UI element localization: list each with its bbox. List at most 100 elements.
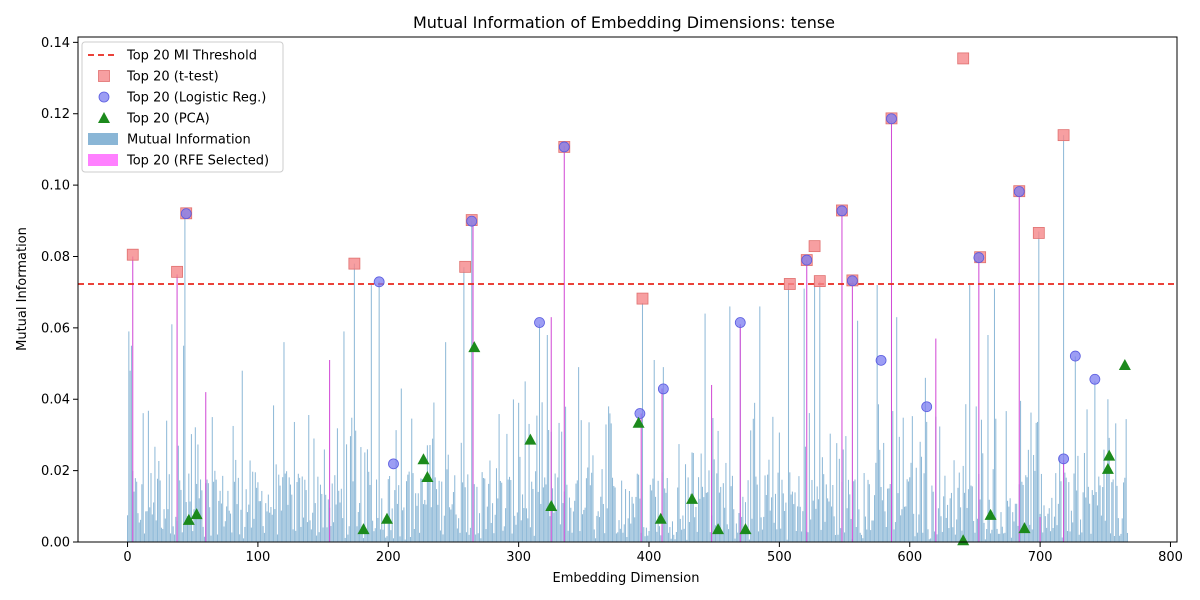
mi-bar [700, 453, 702, 542]
mi-bar [778, 432, 780, 542]
mi-bar [150, 473, 152, 542]
mi-bar [524, 381, 526, 542]
ttest-point [783, 278, 796, 290]
mi-bar [415, 493, 417, 542]
mi-bar [133, 491, 135, 542]
mi-bar [293, 421, 295, 542]
mi-bar [817, 499, 820, 542]
mi-bar [781, 479, 783, 542]
mi-bar [442, 534, 444, 542]
mi-bar [241, 370, 243, 542]
rfe-bar [1018, 192, 1020, 542]
mi-bar [548, 430, 550, 542]
pca-point [739, 523, 752, 535]
mi-bar [308, 415, 310, 542]
mi-bar [1029, 524, 1031, 542]
mi-bar [1016, 503, 1018, 542]
mi-bar [419, 532, 421, 542]
mi-bar [552, 488, 554, 542]
y-tick-label: 0.02 [41, 464, 70, 479]
mi-bar [387, 479, 389, 542]
logreg-point [466, 215, 478, 227]
mi-bar [292, 529, 294, 542]
mi-bar [965, 404, 967, 542]
mi-bar [1066, 530, 1069, 542]
mi-bar [579, 531, 581, 542]
mi-bar [630, 523, 632, 542]
mi-bar [764, 475, 766, 542]
mi-bar [519, 456, 521, 542]
mi-bar [1117, 518, 1119, 542]
mi-bar [777, 472, 779, 542]
mi-bar [631, 496, 633, 542]
mi-bar [237, 477, 239, 542]
mi-bar [382, 529, 384, 542]
mi-bar [707, 492, 709, 542]
mi-bar [1123, 482, 1125, 542]
mi-bar [924, 377, 926, 542]
mi-bar [137, 513, 139, 542]
mi-bar [1099, 485, 1101, 542]
mi-bar [532, 488, 534, 542]
mi-bar [911, 416, 913, 542]
mi-bar [735, 523, 737, 542]
mi-bar [170, 533, 172, 542]
logreg-point [836, 205, 848, 217]
mi-bar [954, 534, 956, 542]
mi-bar [544, 477, 546, 542]
mi-bar [708, 470, 710, 542]
mi-bar [820, 529, 822, 542]
mi-bar [936, 534, 938, 542]
x-axis-label: Embedding Dimension [553, 571, 700, 586]
mi-bar [941, 531, 943, 542]
mi-bar [484, 478, 486, 542]
mi-bar [330, 526, 332, 542]
mi-bar [1034, 470, 1036, 542]
mi-bar [1061, 537, 1063, 542]
mi-bar [639, 498, 641, 542]
mi-bar [874, 495, 876, 542]
ttest-point [171, 265, 183, 278]
y-tick-label: 0.10 [41, 179, 70, 194]
mi-bar [1000, 512, 1002, 542]
ttest-point [459, 260, 472, 273]
mi-bar [1126, 532, 1128, 542]
mi-bar [743, 530, 745, 542]
mi-bar [812, 500, 814, 542]
rfe-bar [890, 120, 893, 543]
mi-bar [1082, 492, 1084, 542]
mi-bar [284, 473, 286, 542]
mi-bar [1051, 497, 1053, 542]
mi-bar [893, 529, 895, 542]
mi-bar [754, 402, 756, 542]
mi-bar [417, 493, 419, 542]
pca-point [417, 453, 430, 465]
mi-bar [674, 539, 676, 542]
mi-bar [381, 498, 383, 542]
mi-bar [271, 514, 273, 542]
mi-bar [288, 477, 290, 542]
mi-bar [720, 486, 722, 542]
mi-bar [681, 529, 683, 542]
mi-bar [628, 491, 630, 542]
mi-bar [377, 517, 379, 542]
mi-bar [701, 486, 703, 542]
mi-bar [726, 524, 728, 542]
mi-bar [160, 527, 162, 542]
mi-bar [917, 532, 919, 542]
mi-bar [944, 475, 946, 542]
mi-bar [940, 516, 942, 542]
mi-bar [1083, 452, 1085, 542]
mi-bar [844, 532, 846, 542]
mi-bar [140, 519, 142, 542]
mi-bar [1081, 532, 1083, 542]
mi-bar [142, 413, 144, 542]
mi-bar [297, 473, 299, 542]
mi-bar [359, 503, 361, 542]
mi-bar [802, 511, 804, 542]
mi-bar [481, 472, 483, 542]
mi-bar [1059, 456, 1061, 542]
mi-bar [1033, 454, 1035, 542]
mi-bar [772, 416, 774, 542]
mi-bar [842, 449, 844, 542]
